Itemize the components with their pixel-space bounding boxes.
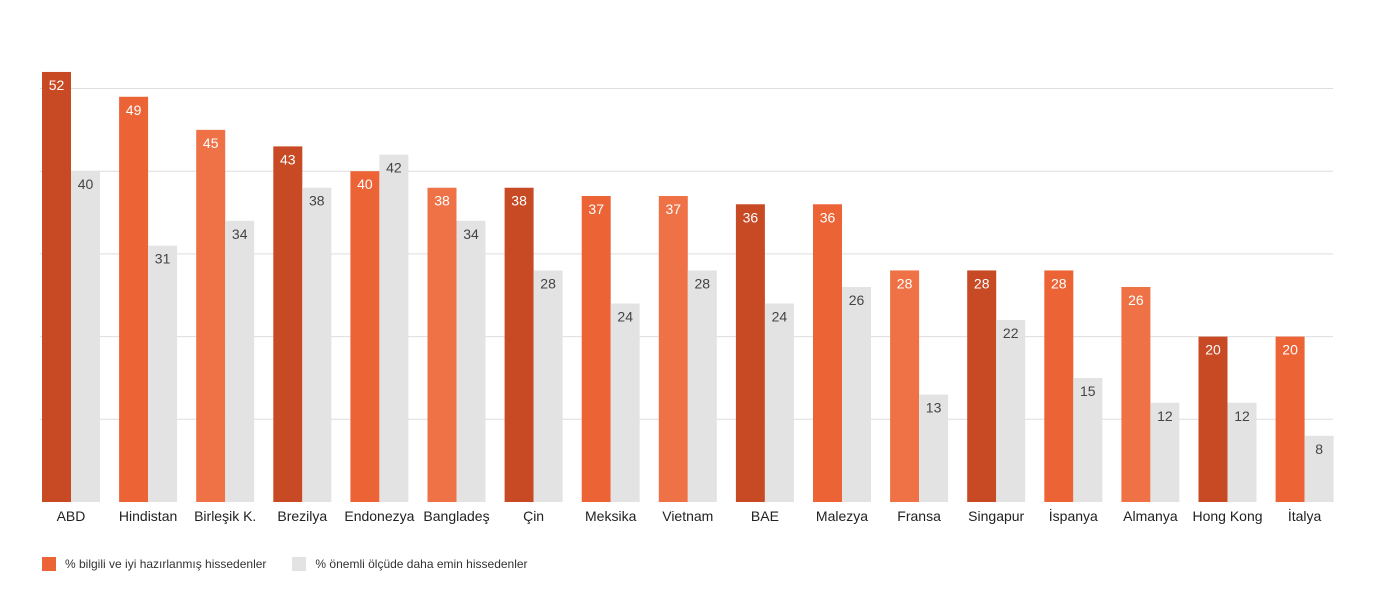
bar-prepared [967,270,997,502]
legend-item-prepared: % bilgili ve iyi hazırlanmış hissedenler [42,557,266,571]
bar-confident [1304,435,1334,502]
bar-prepared [196,129,226,502]
bar-confident [764,303,794,502]
x-tick-label: Almanya [1123,508,1178,524]
x-tick-label: Singapur [968,508,1024,524]
data-label: 31 [155,251,171,267]
bar-prepared [119,96,149,503]
x-tick-label: İtalya [1288,507,1322,524]
bar-prepared [1275,336,1305,502]
bar-prepared [735,204,765,502]
data-label: 34 [463,226,479,242]
bar-prepared [1044,270,1074,502]
x-tick-label: Fransa [897,508,941,524]
bar-confident [1227,402,1257,502]
x-tick-label: Bangladeş [423,508,489,524]
bar-confident [302,187,332,503]
bar-confident [379,154,409,502]
data-label: 38 [434,193,450,209]
data-label: 26 [849,292,865,308]
x-tick-label: Meksika [585,508,637,524]
data-label: 8 [1315,441,1323,457]
bar-confident [456,220,486,502]
x-tick-label: BAE [751,508,779,524]
data-label: 28 [695,275,711,291]
bar-prepared [273,146,303,502]
data-label: 37 [666,201,682,217]
data-label: 38 [309,193,325,209]
data-label: 40 [78,176,94,192]
data-label: 15 [1080,383,1096,399]
bar-confident [687,270,717,502]
data-label: 28 [974,275,990,291]
bar-prepared [890,270,920,502]
bar-confident [919,394,949,502]
legend-swatch-orange [42,557,56,571]
data-label: 12 [1157,408,1173,424]
data-label: 37 [588,201,604,217]
data-label: 38 [511,193,527,209]
legend-label-confident: % önemli ölçüde daha emin hissedenler [315,557,528,571]
x-tick-label: Birleşik K. [194,508,256,524]
data-label: 52 [49,77,65,93]
bar-confident [996,320,1026,502]
data-label: 24 [772,309,788,325]
bar-prepared [350,171,380,502]
bar-prepared [1121,286,1151,502]
data-label: 13 [926,399,942,415]
bar-confident [842,286,871,502]
x-tick-label: Hindistan [119,508,177,524]
data-label: 22 [1003,325,1019,341]
data-label: 20 [1205,342,1221,358]
bar-prepared [42,71,71,503]
bar-confident [610,303,640,502]
bar-confident [148,245,178,502]
legend: % bilgili ve iyi hazırlanmış hissedenler… [42,557,554,571]
x-tick-label: ABD [57,508,86,524]
data-label: 36 [820,209,836,225]
bar-prepared [1198,336,1228,502]
data-label: 36 [743,209,759,225]
bar-confident [1073,377,1103,502]
data-label: 40 [357,176,373,192]
bar-confident [1150,402,1180,502]
bar-confident [225,220,255,502]
data-label: 28 [540,275,556,291]
x-tick-label: Endonezya [344,508,414,524]
data-label: 24 [617,309,633,325]
data-label: 26 [1128,292,1144,308]
legend-swatch-gray [292,557,307,571]
x-tick-label: İspanya [1049,507,1098,524]
bar-prepared [581,196,611,502]
data-label: 28 [1051,275,1067,291]
data-label: 42 [386,160,402,176]
data-label: 12 [1234,408,1250,424]
bar-confident [71,171,100,502]
data-label: 20 [1282,342,1298,358]
bar-prepared [427,187,457,503]
x-tick-label: Çin [523,508,544,524]
bars [42,71,1334,503]
bar-confident [533,270,563,502]
legend-label-prepared: % bilgili ve iyi hazırlanmış hissedenler [65,557,267,571]
legend-item-confident: % önemli ölçüde daha emin hissedenler [292,557,528,571]
data-label: 45 [203,135,219,151]
x-tick-label: Vietnam [662,508,713,524]
x-tick-label: Malezya [816,508,868,524]
bar-prepared [504,187,534,503]
bar-prepared [658,196,688,502]
data-label: 43 [280,151,296,167]
x-tick-label: Hong Kong [1192,508,1262,524]
data-label: 28 [897,275,913,291]
x-tick-label: Brezilya [277,508,327,524]
bar-prepared [813,204,842,502]
data-label: 49 [126,102,142,118]
category-labels: ABD Hindistan Birleşik K. Brezilya Endonezya… [57,507,1322,524]
data-label: 34 [232,226,248,242]
value-labels: 52 40 49 31 45 34 43 38 40 42 38 34 38 28 37 24 37 28 36 24… [49,77,1323,457]
